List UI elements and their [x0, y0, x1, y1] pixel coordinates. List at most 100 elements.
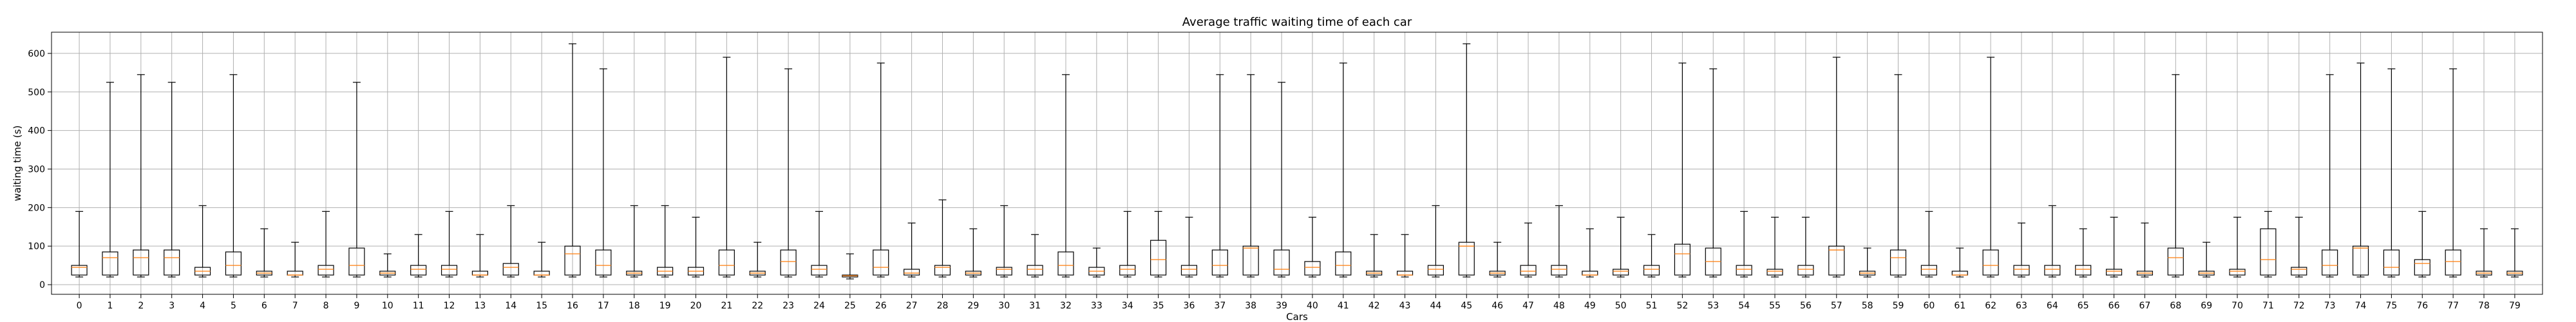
- x-tick-label: 9: [354, 301, 359, 311]
- box-71: [2260, 211, 2277, 278]
- x-axis-label: Cars: [1286, 311, 1308, 322]
- box-64: [2044, 205, 2061, 278]
- box-23: [780, 68, 797, 278]
- x-tick-label: 14: [505, 301, 516, 311]
- box-74: [2352, 62, 2369, 278]
- x-axis-ticks: 0 1 2 3 4 5 6 7 8 9 10 11 12 13 14 15 16 17 18 19 20 21 22 23 24…: [77, 294, 2521, 311]
- box-61: [1951, 247, 1968, 278]
- box-62: [1982, 57, 1999, 278]
- box-70: [2229, 216, 2246, 278]
- x-tick-label: 72: [2293, 301, 2305, 311]
- iqr-box: [2106, 269, 2123, 276]
- x-tick-label: 23: [782, 301, 794, 311]
- box-10: [379, 253, 396, 278]
- x-tick-label: 36: [1184, 301, 1195, 311]
- iqr-box: [1982, 249, 1999, 276]
- y-tick-label: 300: [28, 164, 45, 175]
- x-tick-label: 46: [1492, 301, 1503, 311]
- x-tick-label: 69: [2201, 301, 2212, 311]
- box-40: [1304, 216, 1321, 278]
- box-41: [1335, 62, 1352, 278]
- box-29: [965, 228, 981, 278]
- box-35: [1150, 211, 1167, 278]
- x-tick-label: 64: [2047, 301, 2058, 311]
- box-25: [842, 253, 858, 279]
- box-60: [1920, 211, 1937, 278]
- box-11: [410, 234, 427, 278]
- x-tick-label: 77: [2447, 301, 2459, 311]
- box-32: [1057, 74, 1074, 278]
- x-tick-label: 15: [536, 301, 547, 311]
- x-tick-label: 53: [1707, 301, 1719, 311]
- x-tick-label: 43: [1399, 301, 1411, 311]
- box-55: [1766, 216, 1783, 278]
- x-tick-label: 74: [2355, 301, 2367, 311]
- x-tick-label: 16: [567, 301, 578, 311]
- x-tick-label: 27: [906, 301, 918, 311]
- x-tick-label: 34: [1122, 301, 1133, 311]
- x-tick-label: 40: [1307, 301, 1318, 311]
- x-tick-label: 45: [1461, 301, 1472, 311]
- iqr-box: [2044, 265, 2061, 276]
- iqr-box: [1458, 242, 1475, 276]
- x-tick-label: 68: [2170, 301, 2181, 311]
- plot-area-frame: [51, 32, 2543, 295]
- x-tick-label: 0: [77, 301, 82, 311]
- x-tick-label: 49: [1584, 301, 1596, 311]
- iqr-box: [2075, 265, 2092, 276]
- box-57: [1828, 57, 1845, 278]
- iqr-box: [502, 263, 519, 276]
- box-0: [71, 211, 88, 278]
- y-tick-label: 400: [28, 126, 45, 137]
- iqr-box: [2383, 249, 2400, 276]
- iqr-box: [71, 265, 88, 276]
- box-36: [1180, 216, 1198, 278]
- iqr-box: [1520, 265, 1537, 276]
- x-tick-label: 31: [1029, 301, 1041, 311]
- x-tick-label: 29: [967, 301, 979, 311]
- iqr-box: [718, 249, 735, 276]
- x-tick-label: 28: [937, 301, 949, 311]
- iqr-box: [1889, 249, 1907, 276]
- iqr-box: [1736, 265, 1752, 276]
- box-7: [287, 242, 303, 278]
- box-54: [1736, 211, 1752, 278]
- box-18: [626, 205, 643, 278]
- box-28: [934, 199, 951, 278]
- box-6: [256, 228, 272, 278]
- x-tick-label: 65: [2078, 301, 2089, 311]
- x-tick-label: 44: [1430, 301, 1442, 311]
- y-axis-ticks: 0 100 200 300 400 500 600: [28, 49, 52, 290]
- x-tick-label: 3: [169, 301, 175, 311]
- iqr-box: [1828, 245, 1845, 276]
- box-1: [102, 82, 118, 278]
- x-tick-label: 58: [1862, 301, 1873, 311]
- iqr-box: [996, 267, 1012, 276]
- x-tick-label: 8: [323, 301, 329, 311]
- iqr-box: [1273, 249, 1290, 276]
- box-76: [2414, 211, 2430, 278]
- iqr-box: [1613, 269, 1629, 276]
- x-tick-label: 33: [1091, 301, 1103, 311]
- x-tick-label: 37: [1214, 301, 1226, 311]
- iqr-box: [904, 269, 920, 276]
- y-tick-label: 0: [39, 280, 45, 290]
- iqr-box: [873, 249, 889, 276]
- iqr-box: [440, 265, 458, 276]
- x-tick-label: 17: [598, 301, 609, 311]
- box-78: [2476, 228, 2492, 278]
- box-14: [502, 205, 519, 278]
- box-12: [440, 211, 458, 278]
- box-50: [1613, 216, 1629, 278]
- box-20: [687, 216, 705, 278]
- y-tick-label: 100: [28, 242, 45, 252]
- box-44: [1427, 205, 1444, 278]
- x-tick-label: 73: [2324, 301, 2336, 311]
- x-tick-label: 35: [1153, 301, 1164, 311]
- box-33: [1088, 247, 1105, 278]
- x-tick-label: 10: [382, 301, 393, 311]
- box-42: [1366, 234, 1383, 278]
- y-tick-label: 200: [28, 203, 45, 213]
- x-tick-label: 38: [1245, 301, 1256, 311]
- iqr-box: [164, 249, 180, 276]
